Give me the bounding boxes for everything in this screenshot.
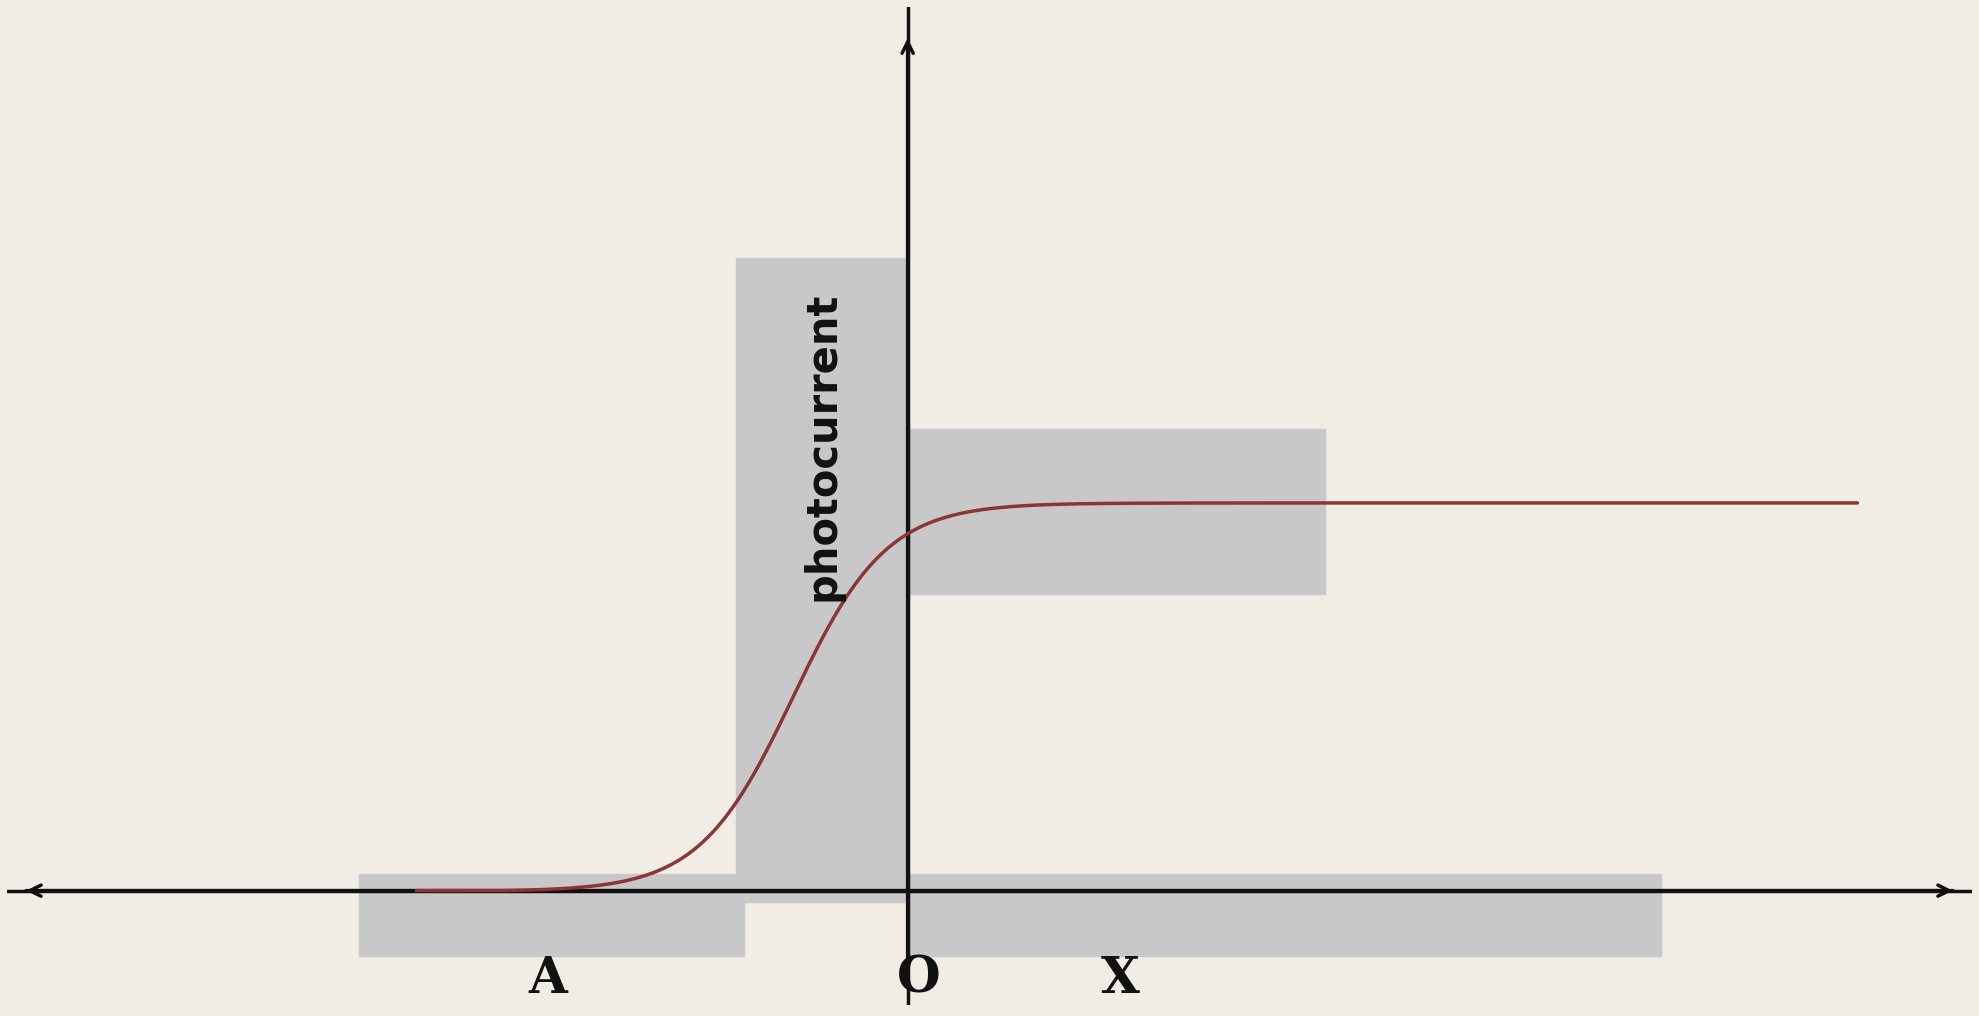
- Text: X: X: [1100, 954, 1140, 1004]
- Bar: [358, 874, 744, 956]
- Bar: [908, 429, 1326, 594]
- Text: A: A: [528, 954, 566, 1004]
- Bar: [908, 874, 1660, 956]
- Bar: [736, 258, 908, 902]
- Text: O: O: [896, 954, 940, 1004]
- Text: photocurrent: photocurrent: [801, 292, 843, 600]
